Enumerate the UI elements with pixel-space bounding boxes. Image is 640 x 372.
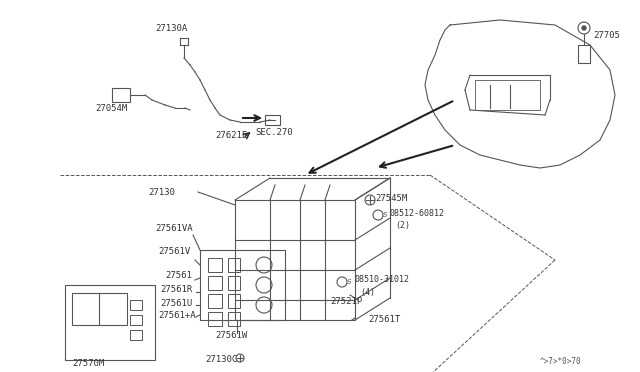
Text: S: S bbox=[383, 212, 387, 218]
Bar bbox=[208, 312, 222, 326]
Text: S: S bbox=[347, 279, 351, 285]
Bar bbox=[208, 276, 222, 290]
Bar bbox=[228, 294, 240, 308]
Bar bbox=[112, 88, 130, 102]
Bar bbox=[475, 80, 540, 110]
Text: 27130: 27130 bbox=[148, 187, 175, 196]
Bar bbox=[265, 115, 280, 125]
Bar bbox=[130, 300, 142, 310]
Text: 27561: 27561 bbox=[165, 272, 192, 280]
Circle shape bbox=[582, 26, 586, 30]
Text: 27561V: 27561V bbox=[158, 247, 190, 257]
Text: 27545M: 27545M bbox=[375, 193, 407, 202]
Bar bbox=[208, 294, 222, 308]
Text: 27561W: 27561W bbox=[215, 331, 247, 340]
Text: 27621E: 27621E bbox=[215, 131, 247, 140]
Text: SEC.270: SEC.270 bbox=[255, 128, 292, 137]
Text: 27130C: 27130C bbox=[205, 356, 237, 365]
Bar bbox=[228, 258, 240, 272]
Text: 27561+A: 27561+A bbox=[158, 311, 196, 321]
Text: 27054M: 27054M bbox=[95, 103, 127, 112]
Bar bbox=[65, 285, 155, 360]
Text: 27561VA: 27561VA bbox=[155, 224, 193, 232]
Text: 27705: 27705 bbox=[593, 31, 620, 39]
Bar bbox=[130, 315, 142, 325]
Bar bbox=[72, 293, 127, 325]
Text: ^>7>*0>70: ^>7>*0>70 bbox=[540, 357, 582, 366]
Bar bbox=[228, 276, 240, 290]
Text: (2): (2) bbox=[395, 221, 410, 230]
Bar bbox=[130, 330, 142, 340]
Text: 27561T: 27561T bbox=[368, 315, 400, 324]
Text: 27521P: 27521P bbox=[330, 298, 362, 307]
Text: 08512-60812: 08512-60812 bbox=[390, 208, 445, 218]
Text: (4): (4) bbox=[360, 288, 375, 296]
Bar bbox=[228, 312, 240, 326]
Text: 08510-31012: 08510-31012 bbox=[355, 276, 410, 285]
Text: 27561U: 27561U bbox=[160, 298, 192, 308]
Bar bbox=[200, 250, 285, 320]
Bar bbox=[235, 200, 355, 320]
Text: 27130A: 27130A bbox=[155, 23, 188, 32]
Bar bbox=[208, 258, 222, 272]
Bar bbox=[578, 45, 590, 63]
Text: 27561R: 27561R bbox=[160, 285, 192, 295]
Text: 27570M: 27570M bbox=[72, 359, 104, 368]
